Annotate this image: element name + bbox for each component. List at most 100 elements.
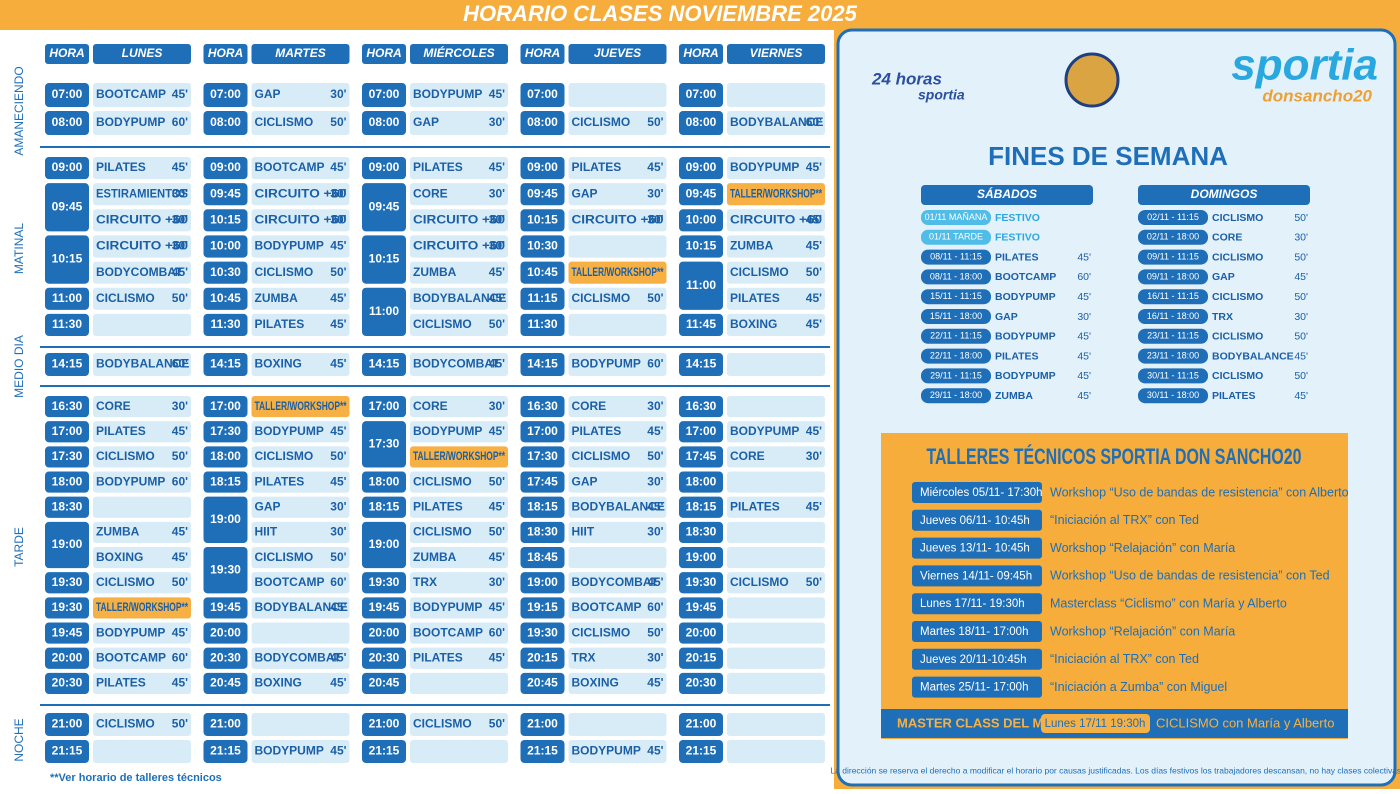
time: 19:00 [369,537,400,551]
weekend-date-box [921,229,991,245]
class-duration: 30' [489,575,505,589]
weekend-date: 30/11 - 18:00 [1147,390,1199,400]
class-box [93,353,191,376]
time: 11:00 [52,291,82,305]
time: 20:00 [210,625,241,639]
time-box [520,672,565,694]
class-box [410,287,508,310]
class-box [568,547,667,569]
time: 19:45 [369,600,400,614]
time: 10:15 [527,213,558,227]
time: 18:15 [686,499,717,513]
weekend-date: 16/11 - 18:00 [1147,311,1199,321]
time: 19:00 [52,537,83,551]
class-name: PILATES [413,499,463,513]
class-box [410,521,508,543]
class-duration: 30' [172,186,188,200]
time: 18:00 [686,474,717,488]
time: 11:45 [686,317,716,331]
time-box [203,421,248,443]
taller-date-box [912,593,1042,615]
class-box [410,209,508,232]
weekend-date-box [1138,309,1208,324]
weekend-duration: 45' [1294,271,1308,283]
weekend-date: 09/11 - 11:15 [1147,251,1199,261]
time-box [520,111,565,135]
class-name: BODYBALANCE [730,115,823,129]
time-box [362,396,406,418]
class-box [568,740,667,763]
master-label: MASTER CLASS DEL MES [897,715,1061,730]
class-name: BOOTCAMP [255,160,325,174]
class-name: BODYPUMP [255,424,324,438]
time-box [203,597,248,619]
time-box [362,597,406,619]
time-box [203,622,248,644]
class-duration: 45' [489,291,505,305]
weekend-class: CICLISMO [1212,370,1263,382]
time-box [520,421,565,443]
class-box [568,672,667,694]
class-name: BOOTCAMP [96,87,166,101]
class-name: PILATES [96,160,146,174]
weekend-class: TRX [1212,311,1233,323]
time-box [679,396,723,418]
class-duration: 30' [489,239,505,253]
class-name: PILATES [730,291,780,305]
class-duration: 50' [489,717,505,731]
time: 21:00 [686,717,717,731]
time-box [520,471,565,493]
class-box [410,572,508,594]
class-name: CICLISMO [572,115,631,129]
section-label: MEDIO DIA [12,335,26,398]
weekend-class: CICLISMO [1212,251,1263,263]
weekend-date-box [1138,269,1208,285]
time: 09:45 [210,186,241,200]
class-name: ZUMBA [413,550,457,564]
taller-date: Jueves 06/11- 10:45h [920,515,1030,527]
weekend-duration: 30' [1294,232,1308,244]
time-box [520,235,565,258]
weekend-date: 29/11 - 18:00 [930,390,982,400]
class-name: ZUMBA [413,265,457,279]
class-duration: 30' [330,499,346,513]
class-duration: 30' [489,186,505,200]
weekend-duration: 45' [1077,291,1091,303]
time-box [203,209,248,232]
class-box [251,547,350,569]
section-label: AMANECIENDO [12,66,26,155]
class-name: CIRCUITO +60 [96,213,188,227]
taller-date: Martes 18/11- 17:00h [920,626,1028,638]
class-duration: 50' [172,449,188,463]
time: 19:45 [52,625,83,639]
time-box [45,183,89,232]
hora-label: HORA [366,46,401,60]
time-box [520,521,565,543]
time: 19:00 [686,550,717,564]
time-box [362,713,406,736]
class-duration: 45' [330,650,346,664]
class-name: BODYCOMBAT [572,575,659,589]
class-duration: 45' [647,499,663,513]
time-box [679,261,723,310]
class-name: CORE [572,399,607,413]
time-box [520,209,565,232]
class-duration: 45' [806,239,822,253]
hora-label: HORA [683,46,718,60]
weekend-class: BODYPUMP [995,291,1056,303]
talleres-title: TALLERES TÉCNICOS SPORTIA DON SANCHO20 [927,444,1302,469]
time: 10:15 [686,239,717,253]
time-box [520,157,565,180]
taller-text: Masterclass “Ciclismo” con María y Alber… [1050,596,1287,610]
class-name: BOXING [572,676,619,690]
time-box [203,471,248,493]
class-box [93,547,191,569]
class-name: CICLISMO [413,474,472,488]
weekend-duration: 50' [1294,291,1308,303]
time: 11:00 [686,278,716,292]
taller-date: Viernes 14/11- 09:45h [920,570,1032,582]
class-box [93,597,191,619]
class-box [727,183,825,206]
time: 09:00 [686,160,717,174]
